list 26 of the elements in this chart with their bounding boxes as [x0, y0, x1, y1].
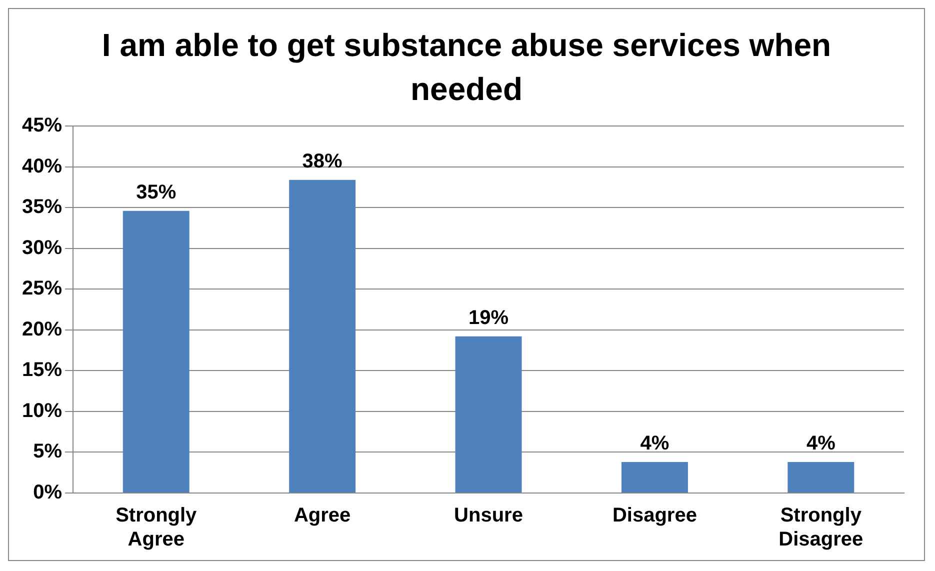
x-tick-label: Strongly Agree: [116, 504, 198, 551]
y-tick-label: 15%: [22, 359, 62, 382]
y-tick-label: 20%: [22, 318, 62, 340]
data-label: 4%: [640, 432, 670, 455]
y-tick-label: 0%: [33, 482, 62, 504]
x-tick-label: Agree: [294, 504, 351, 527]
y-tick-label: 40%: [22, 155, 62, 178]
y-tick-label: 25%: [22, 278, 62, 300]
data-label: 38%: [302, 150, 343, 172]
y-tick-label: 35%: [22, 196, 62, 218]
x-tick-label: Unsure: [454, 504, 523, 527]
data-label: 35%: [136, 181, 176, 204]
data-label: 4%: [806, 432, 836, 455]
data-label: 19%: [468, 306, 509, 329]
chart-title: I am able to get substance abuse services when needed: [100, 26, 832, 109]
y-tick-label: 5%: [33, 440, 62, 463]
x-tick-label: Strongly Disagree: [778, 504, 864, 551]
bar: [455, 336, 522, 492]
bar: [788, 462, 854, 492]
y-tick-label: 10%: [22, 400, 62, 422]
bar: [122, 210, 190, 492]
y-tick-label: 30%: [22, 236, 62, 259]
x-tick-label: Disagree: [612, 504, 697, 527]
y-tick-label: 45%: [22, 114, 62, 137]
bar: [289, 180, 356, 492]
bar: [621, 462, 688, 492]
